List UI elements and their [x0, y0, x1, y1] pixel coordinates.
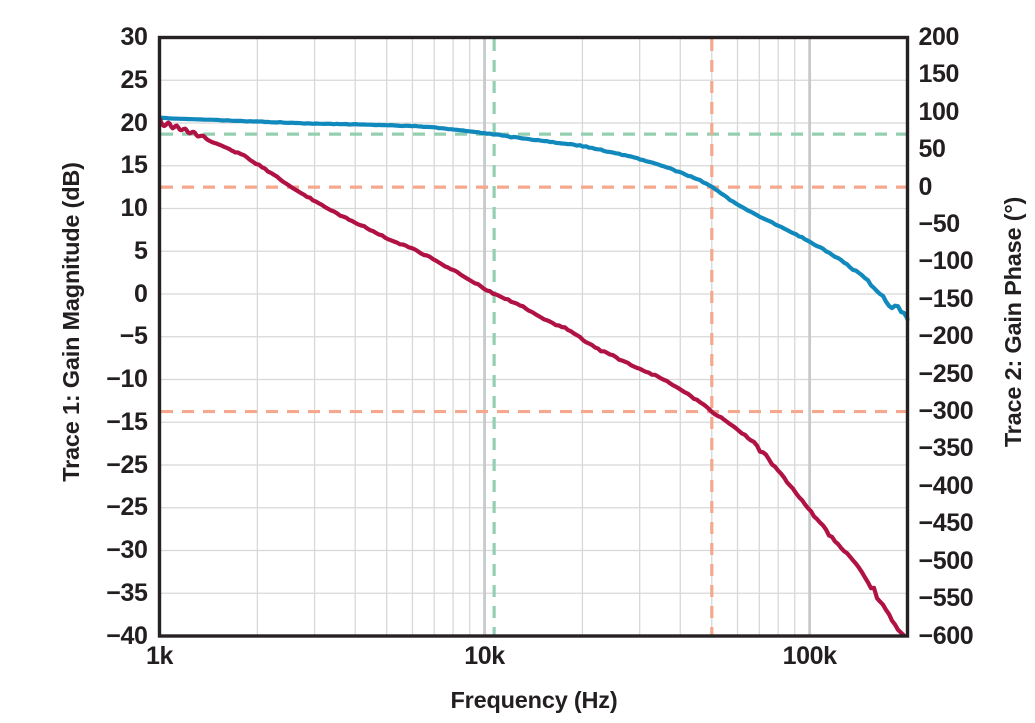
right-axis-tick-label: −600 [918, 621, 974, 650]
right-axis-tick-label: −450 [918, 509, 974, 538]
left-axis-tick-label: 20 [120, 108, 148, 137]
right-axis-tick-label: 50 [918, 135, 946, 164]
left-axis-tick-label: −10 [106, 365, 148, 393]
right-axis-tick-label: −200 [918, 322, 974, 351]
left-axis-tick-label: −5 [119, 322, 148, 351]
right-axis-tick-label: −50 [918, 210, 961, 239]
x-axis-title: Frequency (Hz) [450, 686, 618, 713]
right-axis-title: Trace 2: Gain Phase (°) [999, 196, 1026, 447]
left-axis-tick-label: −15 [106, 407, 148, 436]
right-axis-tick-label: −350 [918, 434, 974, 463]
left-axis-tick-label: 30 [120, 23, 148, 51]
left-axis-tick-label: 25 [120, 65, 148, 94]
plot-frame [157, 35, 910, 638]
right-axis-tick-label: 200 [918, 23, 960, 51]
right-axis-tick-label: 100 [918, 97, 960, 126]
series-2-curve [158, 117, 906, 638]
right-axis-tick-label: −150 [918, 284, 974, 313]
right-axis-tick-label: −300 [918, 397, 974, 426]
right-axis-tick-label: −400 [918, 471, 974, 500]
left-axis-tick-label: −35 [106, 578, 148, 607]
left-axis-title: Trace 1: Gain Magnitude (dB) [57, 161, 84, 482]
right-axis-tick-label: 0 [918, 172, 933, 201]
left-axis-tick-label: 5 [133, 236, 148, 265]
left-axis-tick-label: 10 [120, 194, 148, 222]
x-axis-tick-label: 10k [464, 641, 505, 670]
right-axis-tick-label: −250 [918, 359, 974, 388]
series-1-curve [158, 115, 910, 322]
right-axis-tick-label: −100 [918, 247, 974, 276]
right-axis-tick-label: −500 [918, 546, 974, 575]
left-axis-tick-label: −30 [106, 536, 148, 564]
x-axis-tick-label: 100k [782, 641, 837, 670]
x-axis-tick-label: 1k [145, 641, 173, 670]
right-axis-tick-label: −550 [918, 584, 974, 613]
left-axis-tick-label: −40 [106, 621, 148, 650]
left-axis-tick-label: 0 [133, 279, 148, 308]
right-axis-tick-label: 150 [918, 60, 960, 89]
left-axis-tick-label: 15 [120, 151, 148, 180]
left-axis-tick-label: −25 [106, 450, 148, 479]
left-axis-tick-label: −25 [106, 493, 148, 522]
